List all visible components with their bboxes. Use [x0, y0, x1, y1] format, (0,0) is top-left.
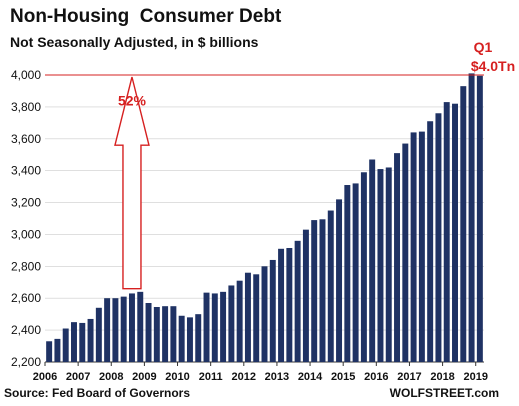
y-tick-label: 2,800 [11, 259, 41, 273]
bar [443, 102, 450, 362]
bar [54, 338, 61, 362]
bar [211, 293, 218, 362]
bar [79, 322, 86, 362]
bar [327, 210, 334, 362]
brand-label: WOLFSTREET.com [389, 386, 499, 400]
bar [170, 306, 177, 362]
x-tick-label: 2009 [132, 371, 156, 383]
y-tick-label: 2,200 [11, 355, 41, 369]
bar [286, 247, 293, 362]
x-tick-label: 2006 [33, 371, 57, 383]
bar [120, 296, 127, 362]
bar [476, 75, 483, 362]
bar [336, 199, 343, 362]
bar [203, 292, 210, 362]
latest-value-label: $4.0Tn [471, 58, 515, 74]
x-tick-label: 2018 [430, 371, 454, 383]
bar [385, 167, 392, 362]
chart-title: Non-Housing Consumer Debt [10, 6, 282, 27]
bar [402, 143, 409, 362]
bar [153, 306, 160, 362]
bar [294, 240, 301, 362]
bar [344, 185, 351, 362]
bar [319, 219, 326, 362]
bar [112, 298, 119, 362]
y-tick-label: 3,800 [11, 100, 41, 114]
bar [87, 318, 94, 362]
bar [71, 322, 77, 362]
bar [95, 307, 102, 362]
bar [360, 172, 367, 362]
chart-subtitle: Not Seasonally Adjusted, in $ billions [10, 34, 259, 50]
bar [369, 159, 376, 362]
x-tick-label: 2017 [397, 371, 421, 383]
bar [278, 248, 285, 362]
growth-percent-label: 52% [118, 92, 147, 108]
bar [452, 103, 458, 362]
x-tick-label: 2013 [265, 371, 289, 383]
bar [410, 132, 417, 362]
bar [228, 285, 235, 362]
source-note: Source: Fed Board of Governors [4, 386, 191, 400]
x-tick-label: 2014 [298, 371, 323, 383]
y-tick-label: 3,000 [11, 227, 41, 241]
bar [427, 121, 434, 362]
bar [62, 328, 69, 362]
bar [244, 272, 251, 362]
bar [261, 266, 268, 362]
bar [104, 298, 111, 362]
x-tick-label: 2019 [463, 371, 487, 383]
x-tick-label: 2016 [364, 371, 388, 383]
y-tick-label: 3,600 [11, 132, 41, 146]
bar [460, 86, 467, 363]
bar [195, 314, 202, 362]
bar [162, 306, 169, 362]
y-tick-label: 2,600 [11, 291, 41, 305]
bar [46, 341, 53, 362]
bar [302, 229, 309, 362]
y-tick-label: 4,000 [11, 68, 41, 82]
bar [236, 280, 243, 362]
bar [178, 315, 185, 362]
bar [186, 317, 193, 362]
bar [137, 291, 144, 362]
x-tick-label: 2007 [66, 371, 90, 383]
bar [435, 113, 442, 363]
bar [311, 220, 318, 362]
growth-arrow [114, 76, 150, 290]
bar [220, 291, 227, 362]
bar [418, 131, 425, 362]
x-tick-label: 2010 [165, 371, 189, 383]
bar [145, 303, 152, 362]
bar [253, 274, 260, 362]
bar [394, 153, 401, 362]
x-tick-label: 2015 [331, 371, 355, 383]
y-tick-label: 3,200 [11, 196, 41, 210]
y-tick-label: 2,400 [11, 323, 41, 337]
x-tick-label: 2008 [99, 371, 123, 383]
bar [352, 183, 359, 362]
latest-period-label: Q1 [474, 39, 493, 55]
bar [468, 73, 475, 363]
x-tick-label: 2012 [232, 371, 256, 383]
x-tick-label: 2011 [199, 371, 223, 383]
bar [269, 259, 276, 362]
y-tick-label: 3,400 [11, 164, 41, 178]
bar [377, 169, 384, 362]
bar [128, 293, 135, 362]
